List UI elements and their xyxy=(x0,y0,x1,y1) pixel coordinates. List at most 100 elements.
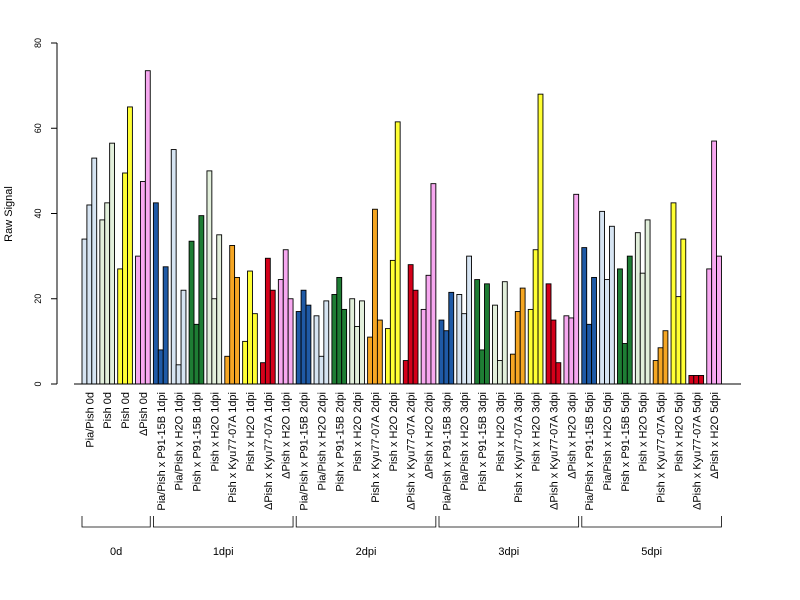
bar xyxy=(509,353,516,385)
bar xyxy=(139,181,146,385)
bar xyxy=(135,255,141,385)
category-label: Pish x P91-15B 1dpi xyxy=(191,392,203,492)
category-label: Pish x H2O 2dpi xyxy=(352,392,364,471)
bar xyxy=(282,249,289,385)
category-label: Pish x H2O 1dpi xyxy=(209,392,221,471)
bar xyxy=(336,276,343,385)
bar xyxy=(206,170,213,385)
category-label: Pish 0d xyxy=(120,392,132,429)
bar xyxy=(568,317,575,385)
group-brackets: 0d 1dpi 2dpi 3dpi 5dpi xyxy=(81,516,722,558)
bar xyxy=(269,289,276,385)
bar xyxy=(127,106,133,385)
bar xyxy=(461,313,468,385)
bar xyxy=(300,289,307,385)
bar xyxy=(639,272,646,385)
bar xyxy=(626,255,633,385)
bar xyxy=(193,323,200,385)
bar xyxy=(604,279,610,385)
bar xyxy=(242,340,248,385)
bar xyxy=(573,193,580,385)
bar xyxy=(251,313,258,385)
bar xyxy=(229,245,236,385)
bar xyxy=(443,330,450,385)
bar xyxy=(662,330,669,385)
category-label: Pish x P91-15B 5dpi xyxy=(620,392,632,492)
category-label: ΔPish x H2O 3dpi xyxy=(566,392,578,479)
bar xyxy=(122,172,128,385)
y-tick-label: 0 xyxy=(33,381,43,386)
bars xyxy=(81,70,722,385)
bar xyxy=(563,315,570,385)
bar xyxy=(492,304,498,385)
bar xyxy=(376,319,383,385)
bar xyxy=(277,279,284,385)
category-label: ΔPish 0d xyxy=(138,392,150,436)
bar xyxy=(117,268,124,385)
bar xyxy=(389,259,396,385)
bar xyxy=(91,157,98,385)
bar xyxy=(545,283,552,385)
bar xyxy=(264,257,271,385)
bar xyxy=(448,291,455,385)
category-label: Pish x H2O 3dpi xyxy=(531,392,543,471)
category-label: Pia/Pish x H2O 2dpi xyxy=(316,392,328,490)
category-label: Pish x H2O 3dpi xyxy=(495,392,507,471)
category-label: Pish x P91-15B 2dpi xyxy=(334,392,346,492)
bar xyxy=(599,210,606,385)
category-label: ΔPish x H2O 5dpi xyxy=(709,392,721,479)
category-label: Pish x H2O 5dpi xyxy=(638,392,650,471)
bar xyxy=(323,300,330,385)
bar xyxy=(402,360,409,385)
bar xyxy=(586,323,593,385)
y-tick-label: 20 xyxy=(33,294,43,304)
category-label: Pia/Pish x H2O 3dpi xyxy=(459,392,471,490)
y-tick-label: 40 xyxy=(33,208,43,218)
category-label: Pish 0d xyxy=(102,392,114,429)
group-bracket xyxy=(438,516,580,528)
bar xyxy=(318,355,325,385)
bar xyxy=(634,232,641,385)
bar xyxy=(519,287,526,385)
bar xyxy=(532,249,539,385)
bar xyxy=(198,215,205,385)
category-label: Pia/Pish x P91-15B 1dpi xyxy=(156,392,168,511)
bar xyxy=(305,304,312,385)
category-label: Pia/Pish x P91-15B 5dpi xyxy=(584,392,596,511)
category-label: Pish x H2O 5dpi xyxy=(673,392,685,471)
group-label: 1dpi xyxy=(213,546,234,558)
group-label: 3dpi xyxy=(498,546,519,558)
bar xyxy=(109,142,116,385)
bar xyxy=(514,311,521,385)
category-label: ΔPish x H2O 2dpi xyxy=(424,392,436,479)
category-label: ΔPish x Kyu77-07A 5dpi xyxy=(691,392,703,510)
bar xyxy=(211,298,218,385)
bar xyxy=(367,336,373,385)
category-label: Pish x Kyu77-07A 5dpi xyxy=(656,392,668,503)
bar xyxy=(657,347,664,385)
bar xyxy=(644,219,651,385)
bar xyxy=(157,349,164,385)
group-label: 5dpi xyxy=(641,546,662,558)
bar xyxy=(555,362,562,385)
category-label: Pia/Pish x H2O 5dpi xyxy=(602,392,614,490)
bar xyxy=(224,355,231,385)
y-axis: 0 20 40 60 80 xyxy=(33,38,58,387)
category-labels: Pia/Pish 0d Pish 0d Pish 0d ΔPish 0d Pia/Pis… xyxy=(84,392,721,511)
bar xyxy=(621,343,628,385)
bar xyxy=(313,315,320,385)
bar xyxy=(501,281,508,385)
category-label: Pish x H2O 2dpi xyxy=(388,392,400,471)
bar xyxy=(425,274,432,385)
category-label: ΔPish x Kyu77-07A 3dpi xyxy=(548,392,560,510)
group-bracket xyxy=(81,516,151,528)
bar xyxy=(430,183,437,385)
bar xyxy=(466,255,472,385)
bar xyxy=(456,294,463,385)
bar xyxy=(412,289,419,385)
category-label: Pia/Pish x H2O 1dpi xyxy=(174,392,186,490)
bar xyxy=(81,238,88,385)
bar xyxy=(341,308,348,385)
category-label: Pish x P91-15B 3dpi xyxy=(477,392,489,492)
category-label: Pish x H2O 1dpi xyxy=(245,392,257,471)
